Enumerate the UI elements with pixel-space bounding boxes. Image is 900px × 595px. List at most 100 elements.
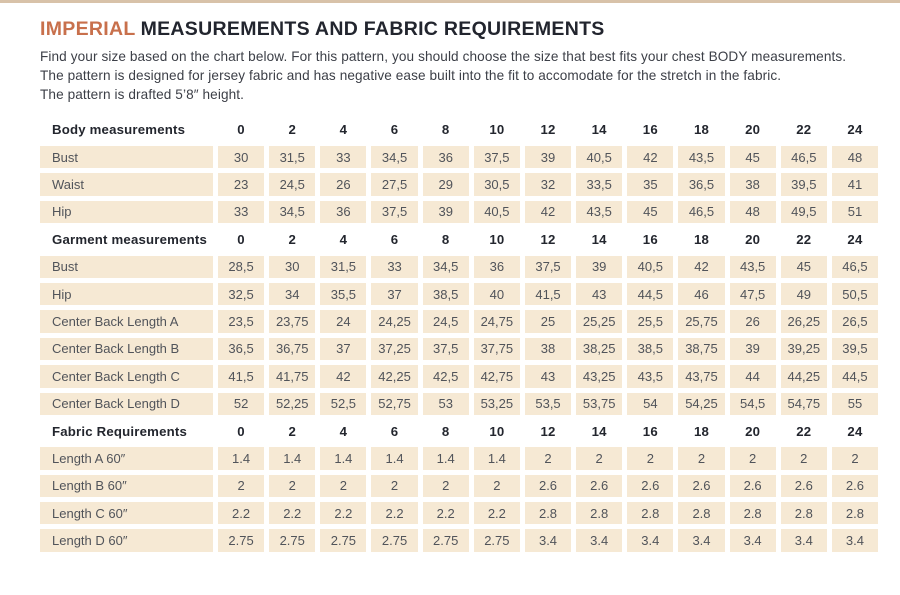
- value-cell: 42,5: [422, 365, 469, 388]
- value-cell: 1.4: [218, 447, 265, 470]
- value-cell: 2: [269, 474, 316, 498]
- top-accent-bar: [0, 0, 900, 3]
- value-cell: 2.2: [371, 502, 418, 525]
- value-cell: 54: [627, 392, 674, 415]
- size-column-header: 14: [591, 231, 607, 247]
- size-column-header: 2: [288, 231, 296, 247]
- value-cell: 42: [678, 255, 725, 278]
- value-cell: 37,25: [371, 337, 418, 361]
- value-cell: 49: [780, 282, 827, 306]
- value-cell: 51: [831, 200, 879, 224]
- size-column-header: 14: [591, 122, 607, 138]
- value-cell: 31,5: [320, 255, 367, 278]
- value-cell: 29: [422, 173, 469, 196]
- value-cell: 24,5: [422, 310, 469, 333]
- value-cell: 30,5: [473, 173, 520, 196]
- value-cell: 42,25: [371, 365, 418, 388]
- value-cell: 44,25: [780, 365, 827, 388]
- value-cell: 39: [422, 200, 469, 224]
- value-cell: 23,75: [269, 310, 316, 333]
- table-row: Length B 60″ 2 2 2 2 2 2 2.6 2.6 2.6 2.6 2.6 2.6 2.6: [40, 474, 879, 498]
- value-cell: 2: [678, 447, 725, 470]
- size-column-header: 2: [288, 122, 296, 138]
- value-cell: 52: [218, 392, 265, 415]
- value-cell: 2: [218, 474, 265, 498]
- value-cell: 25,25: [576, 310, 623, 333]
- table-row: Bust 28,5 30 31,5 33 34,5 36 37,5 39 40,5 42 43,5 45…: [40, 255, 879, 278]
- value-cell: 42: [320, 365, 367, 388]
- value-cell: 31,5: [269, 146, 316, 169]
- value-cell: 34: [269, 282, 316, 306]
- value-cell: 37,75: [473, 337, 520, 361]
- size-column-header: 16: [642, 231, 658, 247]
- row-label: Length C 60″: [40, 502, 213, 525]
- value-cell: 2.6: [831, 474, 879, 498]
- value-cell: 43: [524, 365, 572, 388]
- table-row: Length C 60″ 2.2 2.2 2.2 2.2 2.2 2.2 2.8 2.8 2.8 2…: [40, 502, 879, 525]
- size-column-header: 0: [237, 122, 245, 138]
- value-cell: 42: [524, 200, 572, 224]
- size-column-header: 20: [745, 231, 761, 247]
- value-cell: 2.75: [473, 529, 520, 552]
- size-column-header: 18: [693, 122, 710, 138]
- value-cell: 55: [831, 392, 879, 415]
- table-row: Bust 30 31,5 33 34,5 36 37,5 39 40,5 42 43,5 45 46,5…: [40, 146, 879, 169]
- value-cell: 33,5: [576, 173, 623, 196]
- value-cell: 46,5: [831, 255, 879, 278]
- size-column-header: 2: [288, 423, 296, 439]
- value-cell: 30: [269, 255, 316, 278]
- value-cell: 54,75: [780, 392, 827, 415]
- value-cell: 40,5: [576, 146, 623, 169]
- value-cell: 44: [729, 365, 776, 388]
- value-cell: 34,5: [269, 200, 316, 224]
- value-cell: 52,25: [269, 392, 316, 415]
- value-cell: 43,5: [729, 255, 776, 278]
- value-cell: 44,5: [627, 282, 674, 306]
- value-cell: 36: [422, 146, 469, 169]
- row-label: Bust: [40, 146, 213, 169]
- value-cell: 39: [729, 337, 776, 361]
- value-cell: 23: [218, 173, 265, 196]
- value-cell: 2.6: [524, 474, 572, 498]
- value-cell: 2.75: [218, 529, 265, 552]
- value-cell: 37,5: [473, 146, 520, 169]
- value-cell: 36,75: [269, 337, 316, 361]
- table-row: Center Back Length D 52 52,25 52,5 52,75 53 53…: [40, 392, 879, 415]
- size-column-header: 4: [339, 122, 348, 138]
- size-column-header: 8: [441, 122, 450, 138]
- value-cell: 2: [422, 474, 469, 498]
- value-cell: 25,5: [627, 310, 674, 333]
- value-cell: 2.8: [627, 502, 674, 525]
- value-cell: 2: [780, 447, 827, 470]
- value-cell: 36,5: [678, 173, 725, 196]
- size-column-header: 16: [642, 122, 658, 138]
- size-column-header: 6: [390, 231, 399, 247]
- value-cell: 46,5: [780, 146, 827, 169]
- value-cell: 53: [422, 392, 469, 415]
- value-cell: 3.4: [780, 529, 827, 552]
- value-cell: 2: [320, 474, 367, 498]
- table-row: Length D 60″ 2.75 2.75 2.75 2.75 2.75 2.75 3.4 3…: [40, 529, 879, 552]
- value-cell: 26: [729, 310, 776, 333]
- size-table: Body measurements 0 2 4 6 8 10 12 14 16 18 20 22 24 Bu…: [40, 119, 879, 552]
- value-cell: 2.75: [371, 529, 418, 552]
- size-column-header: 22: [796, 423, 812, 439]
- value-cell: 43,25: [576, 365, 623, 388]
- value-cell: 1.4: [269, 447, 316, 470]
- table-row: Center Back Length A 23,5 23,75 24 24,25 24,5…: [40, 310, 879, 333]
- value-cell: 41,75: [269, 365, 316, 388]
- value-cell: 39,5: [831, 337, 879, 361]
- value-cell: 26: [320, 173, 367, 196]
- table-row: Hip 33 34,5 36 37,5 39 40,5 42 43,5 45 46,5 48 49,5 5…: [40, 200, 879, 224]
- row-label: Hip: [40, 282, 213, 306]
- size-column-header: 16: [642, 423, 658, 439]
- value-cell: 40: [473, 282, 520, 306]
- value-cell: 41,5: [218, 365, 265, 388]
- value-cell: 3.4: [576, 529, 623, 552]
- section-header-row: Garment measurements 0 2 4 6 8 10 12 14 16 18 20 22 2…: [40, 228, 878, 250]
- value-cell: 3.4: [678, 529, 725, 552]
- value-cell: 38: [524, 337, 572, 361]
- value-cell: 3.4: [627, 529, 674, 552]
- size-column-header: 10: [489, 423, 505, 439]
- value-cell: 41,5: [524, 282, 572, 306]
